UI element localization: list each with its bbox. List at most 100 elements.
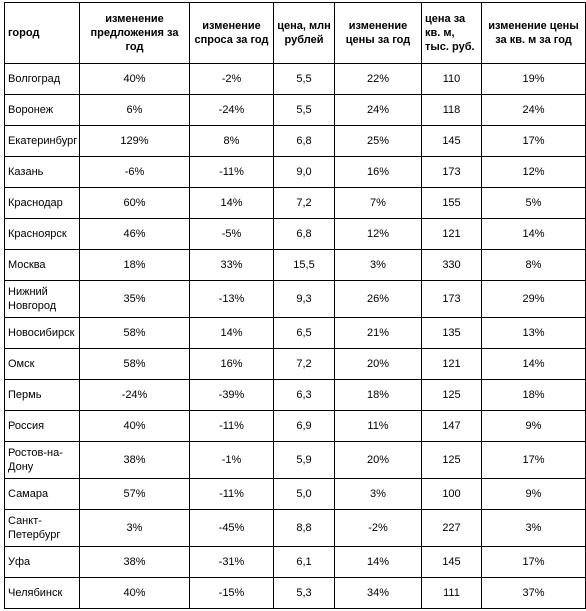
table-header-row: город изменение предложения за год измен… [4,2,586,64]
cell-city: Екатеринбург [4,125,80,157]
cell-supply-change: 38% [79,441,190,479]
table-row: Омск 58% 16% 7,2 20% 121 14% [4,348,586,380]
cell-price-per-sqm: 173 [421,156,482,188]
cell-price: 6,8 [273,125,335,157]
cell-demand-change: -2% [189,63,274,95]
cell-price-per-sqm: 121 [421,218,482,250]
cell-city: Волгоград [4,63,80,95]
cell-city: Красноярск [4,218,80,250]
table-row: Челябинск 40% -15% 5,3 34% 111 37% [4,577,586,609]
cell-city: Ростов-на-Дону [4,441,80,479]
cell-supply-change: 40% [79,63,190,95]
cell-price-per-sqm: 145 [421,546,482,578]
table-row: Екатеринбург 129% 8% 6,8 25% 145 17% [4,125,586,157]
header-price-per-sqm: цена за кв. м, тыс. руб. [421,2,482,64]
table-row: Россия 40% -11% 6,9 11% 147 9% [4,410,586,442]
cell-price-change: 7% [334,187,422,219]
cell-price: 5,5 [273,63,335,95]
cell-price-per-sqm: 145 [421,125,482,157]
cell-price: 6,8 [273,218,335,250]
table-row: Ростов-на-Дону 38% -1% 5,9 20% 125 17% [4,441,586,479]
cell-price: 7,2 [273,348,335,380]
cell-demand-change: -11% [189,410,274,442]
cell-demand-change: 14% [189,187,274,219]
cell-city: Челябинск [4,577,80,609]
cell-price: 8,8 [273,509,335,547]
cell-supply-change: 40% [79,577,190,609]
cell-price-per-sqm-change: 18% [481,379,586,411]
cell-price-per-sqm-change: 14% [481,218,586,250]
cell-demand-change: 14% [189,317,274,349]
header-price-per-sqm-change: изменение цены за кв. м за год [481,2,586,64]
header-city: город [4,2,80,64]
cell-price-per-sqm: 135 [421,317,482,349]
cell-price-per-sqm: 100 [421,478,482,510]
cell-price-per-sqm: 173 [421,280,482,318]
header-price-change: изменение цены за год [334,2,422,64]
cell-price-per-sqm-change: 9% [481,478,586,510]
cell-price-per-sqm-change: 3% [481,509,586,547]
cell-supply-change: 3% [79,509,190,547]
cell-price-per-sqm-change: 5% [481,187,586,219]
cell-price-change: 22% [334,63,422,95]
cell-demand-change: 8% [189,125,274,157]
cell-price-per-sqm: 227 [421,509,482,547]
cell-price: 5,3 [273,577,335,609]
table-row: Новосибирск 58% 14% 6,5 21% 135 13% [4,317,586,349]
cell-city: Москва [4,249,80,281]
cell-price: 6,5 [273,317,335,349]
cell-supply-change: 58% [79,317,190,349]
cell-supply-change: 129% [79,125,190,157]
table-body: Волгоград 40% -2% 5,5 22% 110 19% Воронеж 6% -24%… [4,63,586,609]
cell-price: 9,0 [273,156,335,188]
cell-price-per-sqm-change: 19% [481,63,586,95]
cell-price-per-sqm: 110 [421,63,482,95]
cell-price-change: 12% [334,218,422,250]
cell-city: Санкт-Петербург [4,509,80,547]
cell-price-change: 20% [334,348,422,380]
table-row: Воронеж 6% -24% 5,5 24% 118 24% [4,94,586,126]
cell-supply-change: -24% [79,379,190,411]
cell-price-per-sqm-change: 13% [481,317,586,349]
cell-city: Россия [4,410,80,442]
cell-price-change: 14% [334,546,422,578]
cell-demand-change: 16% [189,348,274,380]
cell-price-change: 25% [334,125,422,157]
cell-supply-change: 18% [79,249,190,281]
cell-price: 6,3 [273,379,335,411]
cell-supply-change: 38% [79,546,190,578]
table-row: Самара 57% -11% 5,0 3% 100 9% [4,478,586,510]
cell-demand-change: -11% [189,478,274,510]
cell-price-per-sqm: 121 [421,348,482,380]
table-row: Москва 18% 33% 15,5 3% 330 8% [4,249,586,281]
cell-price-change: 34% [334,577,422,609]
cell-demand-change: -24% [189,94,274,126]
cell-price: 7,2 [273,187,335,219]
cell-price-per-sqm-change: 17% [481,441,586,479]
cell-city: Самара [4,478,80,510]
cell-price-per-sqm: 125 [421,379,482,411]
cell-demand-change: -11% [189,156,274,188]
cell-demand-change: -45% [189,509,274,547]
table-row: Волгоград 40% -2% 5,5 22% 110 19% [4,63,586,95]
cell-price-change: 18% [334,379,422,411]
cell-price-per-sqm-change: 8% [481,249,586,281]
cell-price: 6,9 [273,410,335,442]
cell-price-change: -2% [334,509,422,547]
cell-city: Новосибирск [4,317,80,349]
cell-city: Казань [4,156,80,188]
cell-price: 15,5 [273,249,335,281]
city-housing-table: город изменение предложения за год измен… [4,2,586,609]
cell-demand-change: 33% [189,249,274,281]
cell-price-per-sqm-change: 17% [481,546,586,578]
cell-supply-change: 57% [79,478,190,510]
cell-demand-change: -31% [189,546,274,578]
cell-price-change: 26% [334,280,422,318]
cell-price: 5,9 [273,441,335,479]
cell-price-change: 3% [334,249,422,281]
cell-price-per-sqm: 147 [421,410,482,442]
cell-supply-change: -6% [79,156,190,188]
table-row: Нижний Новгород 35% -13% 9,3 26% 173 29% [4,280,586,318]
cell-price-change: 16% [334,156,422,188]
cell-price-per-sqm: 330 [421,249,482,281]
